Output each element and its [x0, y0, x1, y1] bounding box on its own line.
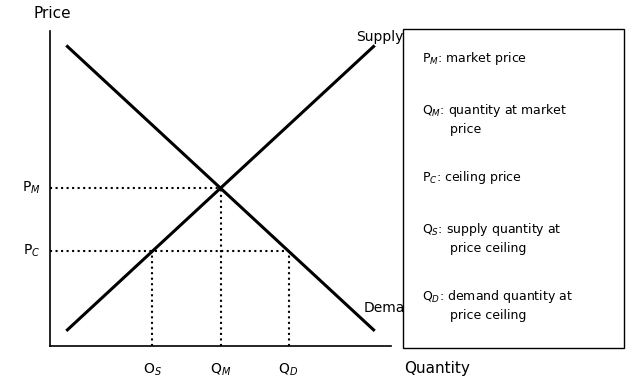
Text: P$_C$: ceiling price: P$_C$: ceiling price	[422, 169, 522, 186]
Text: price ceiling: price ceiling	[422, 309, 527, 322]
Text: P$_C$: P$_C$	[23, 243, 40, 259]
Text: price ceiling: price ceiling	[422, 242, 527, 255]
Text: Q$_D$: Q$_D$	[278, 361, 299, 378]
Text: Q$_S$: supply quantity at: Q$_S$: supply quantity at	[422, 221, 562, 238]
Text: Supply: Supply	[357, 30, 404, 44]
Text: Q$_M$: Q$_M$	[210, 361, 231, 378]
Text: Quantity: Quantity	[404, 361, 470, 376]
Text: price: price	[422, 123, 481, 136]
Text: O$_S$: O$_S$	[143, 361, 162, 378]
Text: P$_M$: P$_M$	[21, 180, 40, 196]
Text: P$_M$: market price: P$_M$: market price	[422, 50, 527, 67]
Text: Q$_M$: quantity at market: Q$_M$: quantity at market	[422, 102, 567, 119]
Text: Q$_D$: demand quantity at: Q$_D$: demand quantity at	[422, 288, 573, 305]
Text: Demand: Demand	[364, 301, 422, 315]
Text: Price: Price	[33, 6, 71, 21]
